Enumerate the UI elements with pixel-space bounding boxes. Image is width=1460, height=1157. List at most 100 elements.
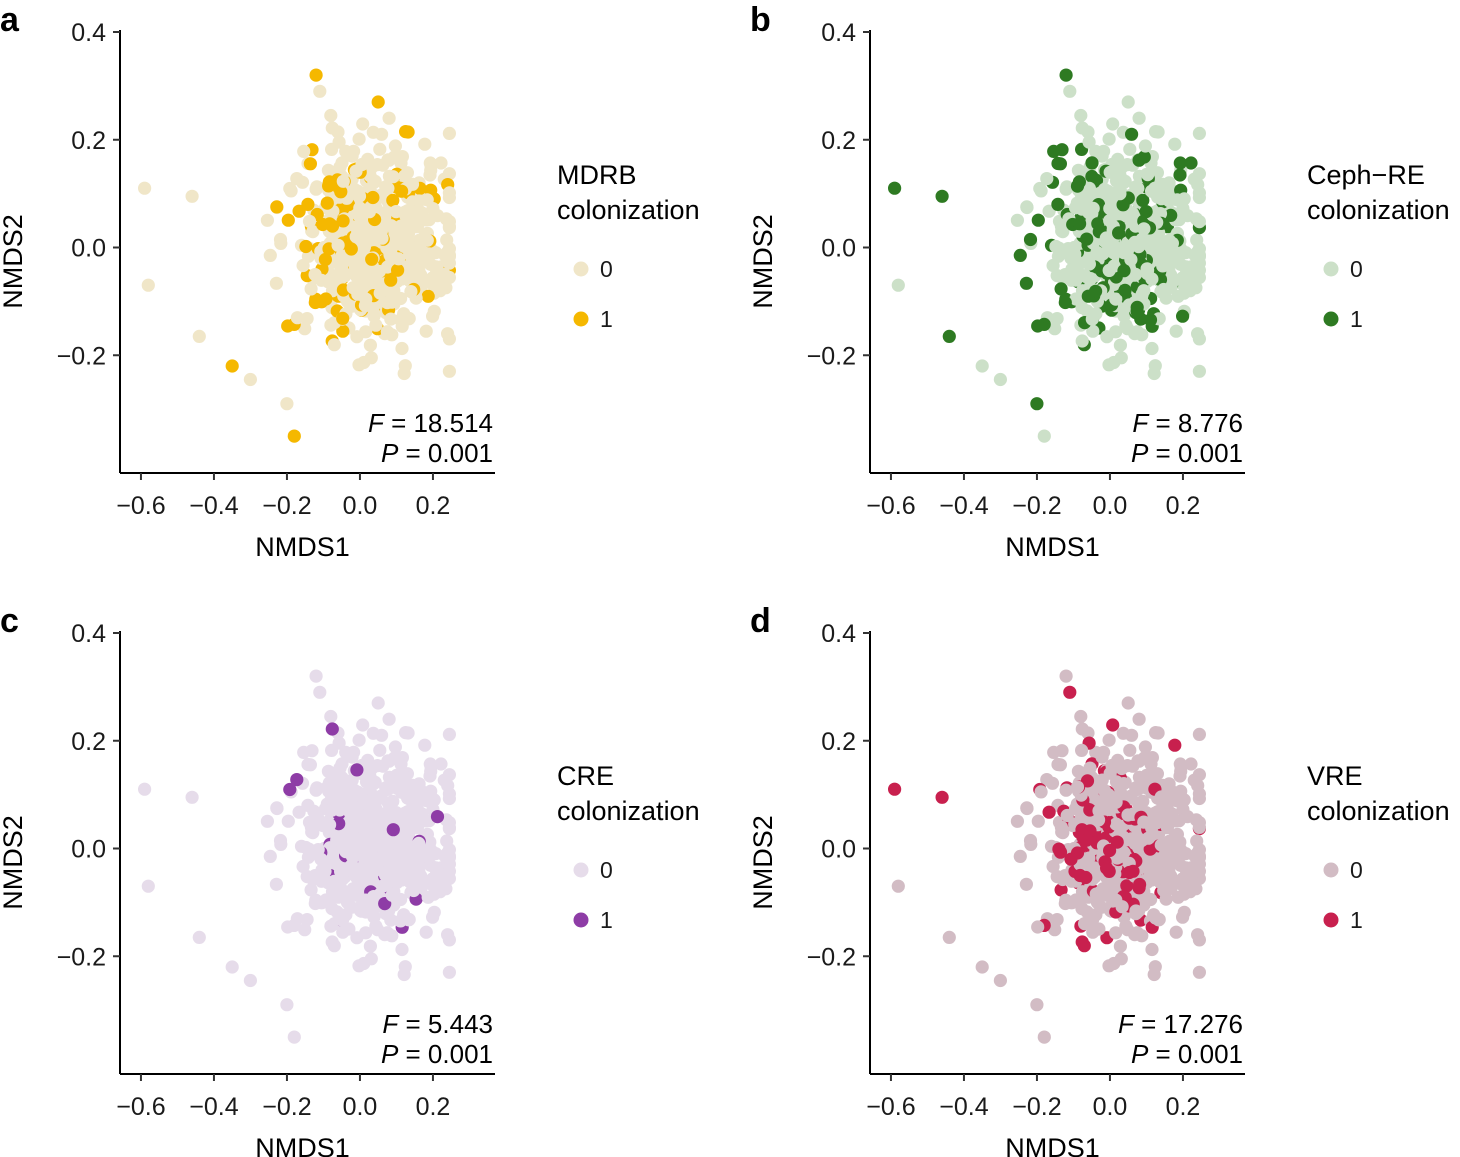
point-group-0 [385,295,399,309]
point-group-1 [350,763,364,777]
point-group-0 [1184,871,1198,885]
point-group-0 [382,111,396,125]
point-group-0 [1048,923,1062,937]
point-group-0 [1157,883,1171,898]
point-group-0 [388,740,402,754]
point-group-0 [1129,904,1143,918]
x-axis-title: NMDS1 [1005,532,1100,562]
point-group-0 [350,867,364,881]
point-group-0 [327,338,341,352]
point-group-0 [1085,312,1099,326]
point-group-1 [318,252,332,267]
scatter-points [138,669,456,1044]
point-group-0 [1047,745,1061,759]
point-group-0 [1060,180,1074,194]
point-group-0 [332,736,346,750]
point-group-0 [1126,759,1140,773]
point-group-0 [1107,956,1121,971]
point-group-0 [1162,865,1176,879]
point-group-0 [138,181,152,195]
point-group-0 [1154,838,1168,852]
point-group-0 [388,139,402,153]
point-group-0 [280,397,294,411]
point-group-0 [1135,833,1149,847]
y-tick-label: 0.4 [821,19,856,47]
point-group-1 [1054,282,1068,296]
point-group-0 [1169,848,1183,862]
point-group-0 [1084,272,1098,286]
point-group-0 [397,967,411,982]
point-group-1 [344,242,358,256]
point-group-0 [426,309,440,323]
stat-f-value: = 17.276 [1134,1009,1243,1039]
point-group-0 [1139,234,1154,248]
point-group-0 [380,325,394,339]
point-group-1 [1103,843,1117,858]
point-group-0 [379,180,393,194]
point-group-0 [192,930,206,944]
point-group-0 [352,959,366,973]
point-group-0 [1162,777,1176,791]
point-group-0 [1106,117,1120,131]
stat-f-name: F [1118,1009,1136,1039]
point-group-0 [313,84,327,98]
point-group-0 [371,923,385,937]
point-group-0 [1082,851,1096,865]
point-group-0 [1121,322,1135,336]
point-group-0 [366,726,380,740]
point-group-0 [1171,289,1185,303]
point-group-0 [398,359,412,373]
point-group-0 [297,144,311,158]
point-group-0 [398,169,412,183]
stat-p: P = 0.001 [381,438,493,468]
point-group-0 [440,245,455,259]
point-group-0 [401,204,415,218]
stat-p: P = 0.001 [1131,1039,1243,1069]
point-group-0 [1069,273,1083,287]
point-group-0 [352,838,366,852]
point-group-0 [309,893,323,907]
point-group-0 [441,928,455,942]
point-group-0 [429,861,443,875]
point-group-0 [1138,740,1152,754]
legend-label-0: 0 [1350,256,1363,282]
point-group-0 [1121,696,1135,710]
point-group-0 [1063,84,1077,98]
point-group-0 [367,309,381,323]
point-group-0 [1102,132,1116,146]
point-group-1 [384,273,398,287]
point-group-0 [374,854,388,868]
point-group-0 [891,278,905,292]
point-group-0 [310,781,324,795]
point-group-0 [367,777,381,791]
point-group-0 [1037,429,1051,443]
scatter-points [138,68,456,443]
point-group-0 [1141,263,1155,277]
x-tick-label: −0.4 [189,492,238,520]
point-group-0 [1192,190,1206,205]
point-group-1 [1031,213,1045,227]
point-group-0 [1097,144,1111,158]
point-group-0 [1173,858,1187,872]
point-group-0 [1137,815,1151,829]
point-group-0 [1145,942,1159,957]
point-group-0 [1092,922,1106,936]
point-group-0 [333,761,347,775]
point-group-0 [424,764,438,778]
legend-swatch-1 [573,912,589,928]
point-group-1 [281,319,295,333]
point-group-0 [441,327,455,341]
point-group-1 [1051,197,1065,211]
point-group-0 [419,324,433,338]
point-group-0 [372,264,386,279]
point-group-0 [1188,849,1202,863]
point-group-0 [1115,900,1129,914]
stat-f-name: F [382,1009,400,1039]
point-group-0 [298,322,312,336]
point-group-1 [1081,289,1095,303]
point-group-0 [437,773,451,787]
point-group-1 [1064,852,1078,866]
point-group-0 [386,170,400,184]
point-group-0 [1189,281,1203,295]
x-tick-label: 0.0 [343,1093,378,1121]
